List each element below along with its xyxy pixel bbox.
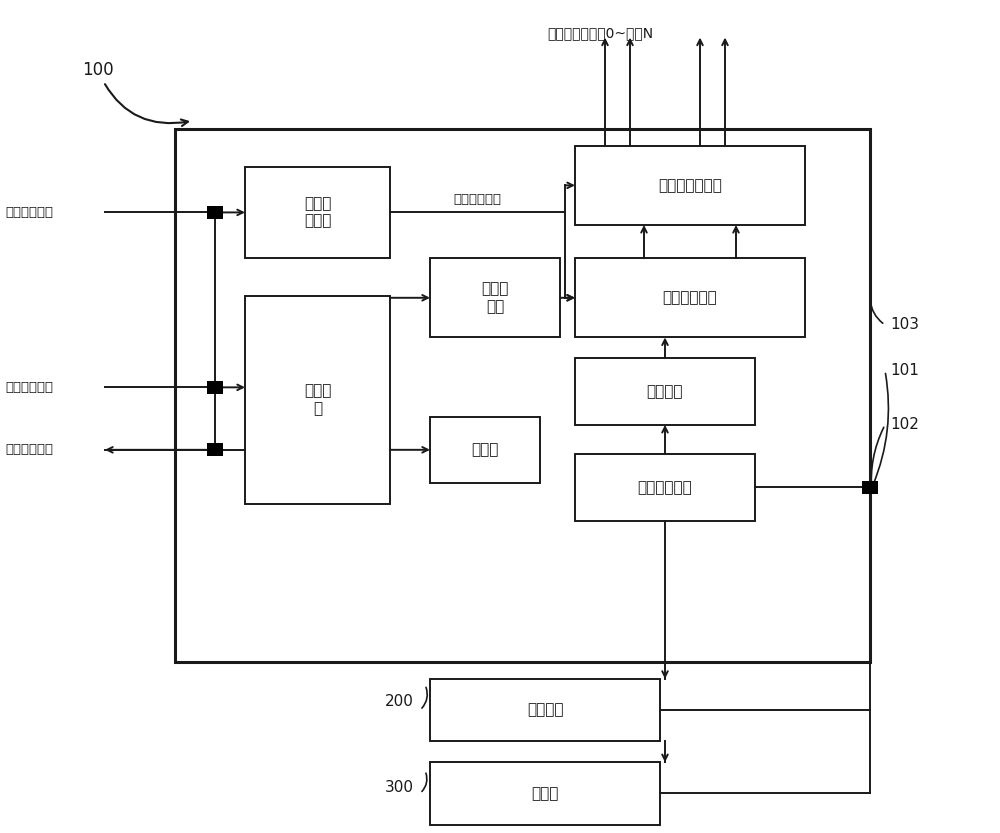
Bar [430,762,660,825]
Text: 配置寄
存器: 配置寄 存器 [481,282,509,314]
Bar [575,358,755,425]
Bar [430,679,660,741]
Bar [175,129,870,662]
Bar [207,206,223,219]
Text: 显示模组: 显示模组 [527,702,563,718]
Text: 串行输出信号: 串行输出信号 [5,443,53,456]
Bar [245,167,390,258]
Bar [575,258,805,337]
Text: 接口模
块: 接口模 块 [304,384,331,416]
Text: 电流源输出通道0~通道N: 电流源输出通道0~通道N [547,27,653,40]
Bar [430,416,540,483]
Bar [862,481,878,494]
Text: 脉宽调制模块: 脉宽调制模块 [663,290,717,306]
Text: 200: 200 [385,694,414,709]
Text: 采集存储模块: 采集存储模块 [638,480,692,495]
Text: 300: 300 [385,780,414,795]
Text: 配置模块: 配置模块 [647,384,683,399]
Text: 时钟产
生模块: 时钟产 生模块 [304,197,331,228]
Text: 存储区: 存储区 [471,442,499,457]
Bar [575,146,805,225]
Bar [430,258,560,337]
Text: 101: 101 [890,363,919,378]
Text: 串行输入信号: 串行输入信号 [5,381,53,394]
Bar [207,443,223,456]
Bar [207,381,223,394]
Text: 103: 103 [890,317,919,332]
Bar [575,454,755,521]
Text: 输入时钟信号: 输入时钟信号 [5,206,53,219]
Text: 全局时钟信号: 全局时钟信号 [454,193,502,207]
Text: 102: 102 [890,417,919,432]
Text: 100: 100 [82,61,188,126]
Bar [245,296,390,504]
Text: 通道驱动电流源: 通道驱动电流源 [658,177,722,193]
Text: 控制器: 控制器 [531,786,559,801]
